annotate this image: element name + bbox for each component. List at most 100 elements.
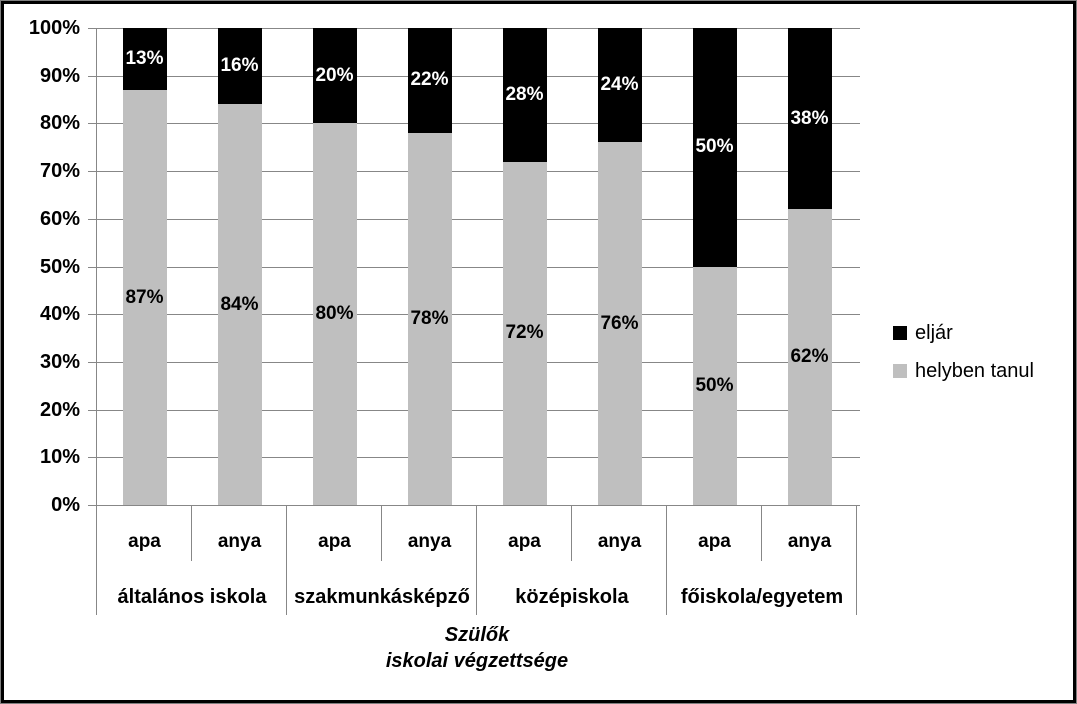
gridline	[97, 314, 860, 315]
legend-label-helyben-tanul: helyben tanul	[915, 359, 1034, 382]
category-separator	[761, 505, 762, 561]
legend-swatch-eljar	[893, 326, 907, 340]
legend-label-eljar: eljár	[915, 321, 953, 344]
y-tick-label: 0%	[51, 494, 80, 516]
bar-label-eljar: 13%	[125, 48, 164, 69]
bar-label-helyben-tanul: 50%	[695, 374, 734, 396]
y-tick-label: 100%	[28, 17, 80, 39]
gridline	[97, 76, 860, 77]
y-axis-tick	[88, 505, 97, 506]
y-tick-label: 80%	[39, 112, 80, 134]
x-category-label: apa	[318, 531, 351, 552]
x-axis-title-line-1: Szülők	[444, 624, 510, 646]
x-category-label: anya	[787, 531, 832, 552]
x-group-label: szakmunkásképző	[294, 586, 470, 608]
y-tick-label: 30%	[39, 351, 80, 373]
x-category-label: anya	[217, 531, 262, 552]
y-axis-tick	[88, 314, 97, 315]
gridline	[97, 123, 860, 124]
bar-segment-helyben-tanul	[407, 132, 452, 505]
x-group-label: általános iskola	[117, 586, 267, 608]
y-axis-tick	[88, 267, 97, 268]
bar-segment-eljar	[122, 28, 167, 90]
gridline	[97, 267, 860, 268]
legend: eljár helyben tanul	[893, 321, 1034, 397]
group-separator	[856, 505, 857, 615]
legend-swatch-helyben-tanul	[893, 364, 907, 378]
bar-label-eljar: 22%	[410, 69, 449, 91]
y-tick-label: 40%	[39, 303, 80, 325]
category-separator	[381, 505, 382, 561]
bar-segment-helyben-tanul	[502, 161, 547, 505]
bar-label-helyben-tanul: 80%	[315, 303, 354, 325]
gridline	[97, 171, 860, 172]
x-group-label: főiskola/egyetem	[680, 586, 844, 608]
bar-label-eljar: 24%	[600, 74, 639, 96]
y-tick-label: 50%	[39, 256, 80, 278]
bar-segment-eljar	[787, 28, 832, 210]
x-category-label: apa	[698, 531, 731, 552]
bar-segment-helyben-tanul	[597, 142, 642, 505]
gridline	[97, 457, 860, 458]
y-tick-label: 10%	[39, 446, 80, 468]
legend-item-helyben-tanul: helyben tanul	[893, 359, 1034, 383]
y-axis-tick	[88, 123, 97, 124]
x-category-label: apa	[508, 531, 541, 552]
bar-segment-eljar	[502, 28, 547, 162]
group-separator	[666, 505, 667, 615]
y-axis-tick	[88, 171, 97, 172]
category-separator	[191, 505, 192, 561]
y-tick-label: 90%	[39, 65, 80, 87]
bar-segment-helyben-tanul	[692, 266, 737, 505]
bar-segment-helyben-tanul	[312, 123, 357, 505]
x-axis-title-line-2: iskolai végzettsége	[385, 650, 569, 672]
y-tick-label: 20%	[39, 399, 80, 421]
y-axis-tick	[88, 457, 97, 458]
bar-label-helyben-tanul: 76%	[600, 312, 639, 334]
y-tick-label: 70%	[39, 160, 80, 182]
bar-segment-helyben-tanul	[217, 104, 262, 505]
bar-label-eljar: 38%	[790, 107, 829, 129]
bar-segment-eljar	[692, 28, 737, 267]
bar-label-helyben-tanul: 87%	[125, 286, 164, 308]
legend-item-eljar: eljár	[893, 321, 1034, 345]
gridline	[97, 219, 860, 220]
y-axis-tick	[88, 28, 97, 29]
x-category-label: anya	[407, 531, 452, 552]
y-tick-label: 60%	[39, 208, 80, 230]
bar-segment-eljar	[312, 28, 357, 124]
x-group-label: középiskola	[515, 586, 629, 608]
bar-segment-helyben-tanul	[787, 209, 832, 505]
y-axis-line	[96, 28, 97, 615]
gridline	[97, 362, 860, 363]
y-axis-tick	[88, 219, 97, 220]
bar-label-eljar: 50%	[695, 136, 734, 158]
bar-label-eljar: 16%	[220, 55, 259, 77]
gridline	[97, 28, 860, 29]
bar-segment-eljar	[597, 28, 642, 143]
bar-label-eljar: 20%	[315, 64, 354, 86]
bar-label-helyben-tanul: 72%	[505, 322, 544, 344]
bar-label-helyben-tanul: 78%	[410, 307, 449, 329]
gridline	[97, 410, 860, 411]
group-separator	[476, 505, 477, 615]
y-axis-tick	[88, 362, 97, 363]
bar-segment-eljar	[217, 28, 262, 105]
bar-label-helyben-tanul: 84%	[220, 293, 259, 315]
category-separator	[571, 505, 572, 561]
x-category-label: anya	[597, 531, 642, 552]
bar-segment-helyben-tanul	[122, 90, 167, 505]
y-axis-tick	[88, 410, 97, 411]
bar-segment-eljar	[407, 28, 452, 133]
group-separator	[286, 505, 287, 615]
bar-label-eljar: 28%	[505, 83, 544, 105]
gridline	[97, 505, 860, 506]
bar-label-helyben-tanul: 62%	[790, 346, 829, 368]
y-axis-tick	[88, 76, 97, 77]
x-category-label: apa	[128, 531, 161, 552]
